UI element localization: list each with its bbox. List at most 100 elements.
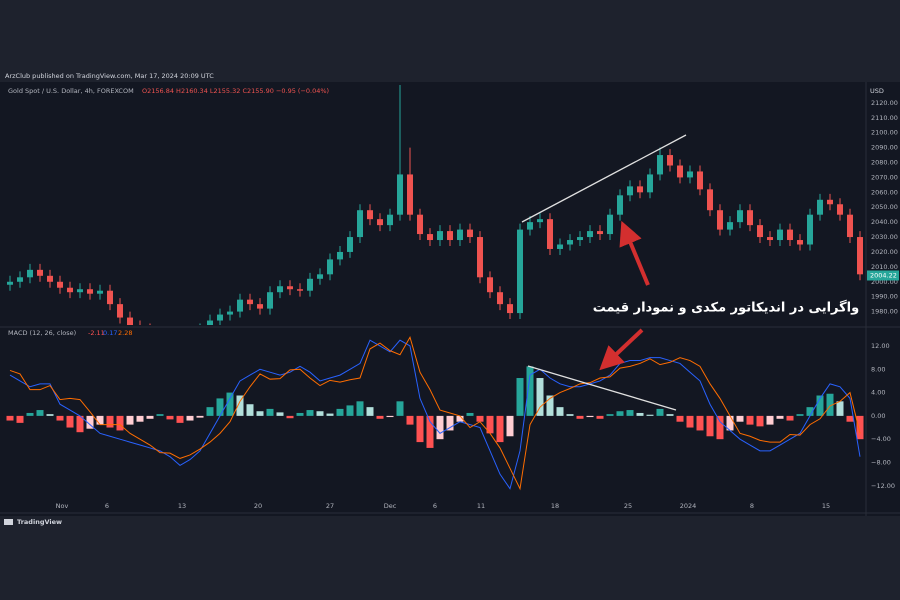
histogram-bar [666, 414, 674, 416]
histogram-bar [206, 407, 214, 416]
candle-body [337, 251, 343, 260]
x-tick-label: 13 [178, 502, 186, 510]
histogram-bar [46, 414, 54, 416]
x-tick-label: 2024 [680, 502, 697, 510]
histogram-bar [246, 404, 254, 416]
histogram-bar [526, 366, 534, 416]
histogram-bar [716, 415, 724, 440]
candle-body [27, 269, 33, 278]
candle-body [807, 214, 813, 245]
candle-body [317, 274, 323, 279]
candle-body [727, 222, 733, 230]
candle-body [7, 281, 13, 285]
histogram-bar [226, 392, 234, 416]
last-price-label: 2004.22 [870, 271, 897, 279]
candle-body [127, 317, 133, 325]
candle-body [537, 219, 543, 223]
macd-title: MACD (12, 26, close) [8, 329, 76, 337]
arrow [599, 328, 644, 371]
candle-body [257, 304, 263, 309]
y-tick-label: 2020.00 [871, 248, 898, 256]
x-tick-label: 6 [105, 502, 109, 510]
candle-body [847, 214, 853, 238]
histogram-bar [336, 408, 344, 416]
candle-body [497, 292, 503, 305]
histogram-bar [166, 415, 174, 420]
x-tick-label: 15 [822, 502, 830, 510]
y-tick-label: 1990.00 [871, 293, 898, 301]
histogram-bar [266, 408, 274, 416]
y-tick-label: 2030.00 [871, 233, 898, 241]
y-tick-label: 2090.00 [871, 144, 898, 152]
legend-value: 0.17 [103, 329, 117, 337]
macd-line [9, 339, 861, 490]
symbol-title: Gold Spot / U.S. Dollar, 4h, FOREXCOM [8, 87, 134, 95]
candle-body [707, 189, 713, 211]
logo-icon [4, 519, 13, 525]
last-price-box [867, 270, 899, 281]
histogram-bar [346, 405, 354, 416]
histogram-bar [856, 415, 864, 440]
candle-body [87, 289, 93, 294]
y-tick-label: 2040.00 [871, 218, 898, 226]
candle-body [347, 237, 353, 252]
candle-body [77, 289, 83, 293]
candle-body [667, 155, 673, 166]
legend-value: 2.28 [118, 329, 132, 337]
y-tick-label: 1980.00 [871, 308, 898, 316]
candle-body [327, 259, 333, 275]
histogram-bar [426, 415, 434, 448]
chart-background [0, 82, 900, 516]
histogram-bar [516, 378, 524, 416]
candle-body [587, 231, 593, 238]
y-tick-label: −4.00 [871, 435, 891, 443]
histogram-bar [436, 415, 444, 440]
candle-body [307, 278, 313, 291]
y-tick-label: 0.00 [871, 412, 885, 420]
candle-body [817, 199, 823, 215]
macd-trendline [527, 365, 677, 411]
x-tick-label: Dec [384, 502, 397, 510]
histogram-bar [606, 414, 614, 416]
histogram-bar [746, 415, 754, 425]
candle-body [657, 155, 663, 175]
candle-body [397, 174, 403, 215]
histogram-bar [296, 412, 304, 416]
histogram-bar [486, 415, 494, 434]
candle-body [367, 210, 373, 220]
y-tick-label: 12.00 [871, 342, 890, 350]
candle-body [227, 311, 233, 315]
candle-body [37, 269, 43, 276]
candle-body [557, 244, 563, 249]
candle-body [697, 171, 703, 190]
candle-body [287, 286, 293, 290]
candle-body [217, 314, 223, 321]
candle-body [777, 229, 783, 241]
histogram-bar [96, 415, 104, 425]
histogram-bar [706, 415, 714, 437]
candle-body [477, 237, 483, 278]
histogram-bar [846, 415, 854, 422]
histogram-bar [6, 415, 14, 421]
histogram-bar [176, 415, 184, 423]
candle-body [687, 171, 693, 178]
histogram-bar [596, 415, 604, 419]
candle-body [297, 289, 303, 291]
histogram-bar [536, 378, 544, 416]
histogram-bar [676, 415, 684, 422]
candle-body [797, 240, 803, 245]
histogram-bar [66, 415, 74, 428]
histogram-bar [56, 415, 64, 421]
candle-body [117, 304, 123, 318]
histogram-bar [816, 395, 824, 416]
y-tick-label: −12.00 [871, 482, 895, 490]
histogram-bar [656, 408, 664, 416]
histogram-bar [106, 415, 114, 428]
histogram-bar [836, 401, 844, 416]
candle-body [57, 281, 63, 288]
x-tick-label: 11 [477, 502, 485, 510]
histogram-bar [826, 393, 834, 416]
histogram-bar [386, 415, 394, 418]
y-tick-label: 2000.00 [871, 278, 898, 286]
candle-body [617, 195, 623, 215]
